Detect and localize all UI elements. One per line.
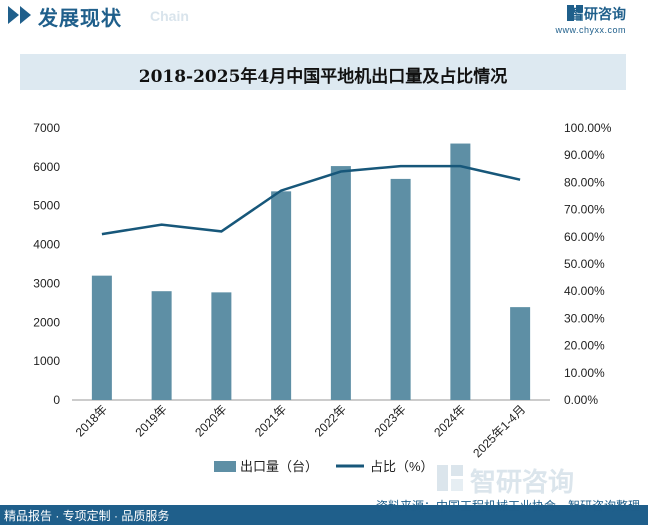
bar [151,291,172,400]
left-axis-tick-label: 6000 [33,160,60,174]
footer-bar: 精品报告 · 专项定制 · 品质服务 [0,505,648,525]
chevron-right-icon [8,6,19,24]
x-axis-tick-label: 2019年 [132,402,169,439]
right-axis-tick-label: 90.00% [564,148,605,162]
legend-line-label: 占比（%） [370,459,434,474]
legend: 出口量（台） 占比（%） [214,459,434,474]
chart-title: 2018-2025年4月中国平地机出口量及占比情况 [138,67,508,87]
bar [390,178,411,400]
section-title: 发展现状 [38,6,122,30]
right-axis-tick-label: 30.00% [564,311,605,325]
x-axis-tick-label: 2020年 [192,402,229,439]
bar [510,307,531,400]
left-axis-tick-label: 7000 [33,121,60,135]
left-axis-ticks: 0 1000 2000 3000 4000 5000 6000 7000 [33,121,60,407]
brand-name: 智研咨询 [570,6,626,22]
watermark-brand: 智研咨询 [470,467,575,497]
right-axis-tick-label: 0.00% [564,393,598,407]
right-axis-tick-label: 80.00% [564,175,605,189]
watermark-logo-icon [437,465,463,491]
right-axis-tick-label: 20.00% [564,339,605,353]
x-axis-tick-label: 2018年 [73,402,110,439]
x-axis-tick-label: 2022年 [312,402,349,439]
left-axis-tick-label: 2000 [33,315,60,329]
x-axis-tick-label: 2025年1-4月 [470,402,528,460]
bar [211,292,232,400]
x-axis-labels: 2018年 2019年 2020年 2021年 2022年 2023年 2024年 2025年… [73,402,529,460]
page-header: 发展现状 Chain 智研咨询 www.chyxx.com [0,0,648,35]
legend-bar-swatch [214,461,236,472]
bar [330,166,351,400]
right-axis-ticks: 0.00% 10.00% 20.00% 30.00% 40.00% 50.00% 60.00… [564,121,612,407]
right-axis-tick-label: 40.00% [564,284,605,298]
footer-slogan: 精品报告 · 专项定制 · 品质服务 [4,509,170,523]
left-axis-tick-label: 1000 [33,354,60,368]
right-axis-tick-label: 60.00% [564,230,605,244]
left-axis-tick-label: 3000 [33,276,60,290]
bar [91,275,112,400]
right-axis-tick-label: 50.00% [564,257,605,271]
right-axis-tick-label: 10.00% [564,366,605,380]
x-axis-tick-label: 2024年 [431,402,468,439]
x-axis-tick-label: 2021年 [252,402,289,439]
bar [450,143,471,401]
chevron-right-icon [20,6,31,24]
right-axis-tick-label: 100.00% [564,121,612,135]
legend-bar-label: 出口量（台） [240,459,318,474]
line-series [101,164,521,236]
x-axis-tick-label: 2023年 [371,402,408,439]
brand-url: www.chyxx.com [555,25,626,35]
right-axis-tick-label: 70.00% [564,203,605,217]
bar [271,191,292,400]
brand-logo-icon [567,5,583,21]
section-subtitle: Chain [150,8,189,24]
bar-series [91,143,531,401]
chart-title-bar: 2018-2025年4月中国平地机出口量及占比情况 [20,54,626,90]
left-axis-tick-label: 5000 [33,199,60,213]
left-axis-tick-label: 0 [53,393,60,407]
left-axis-tick-label: 4000 [33,238,60,252]
data-source: 资料来源：中国工程机械工业协会、智研咨询整理 [375,499,640,513]
